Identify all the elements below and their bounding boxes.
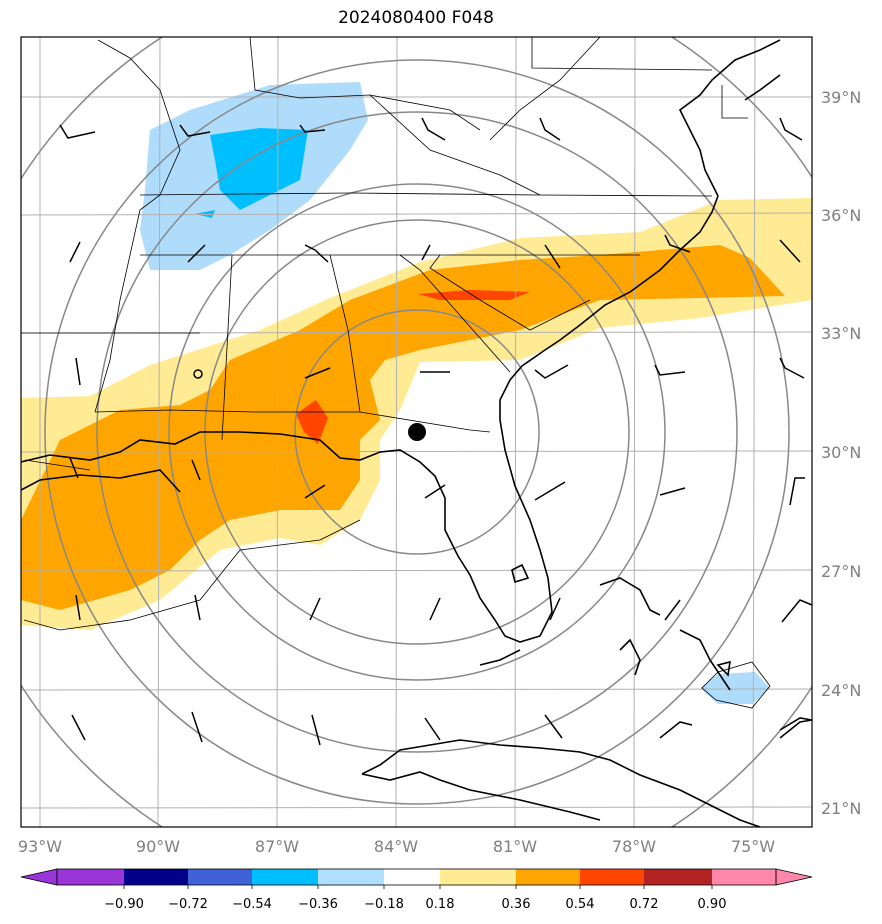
colorbar-segment bbox=[57, 869, 124, 885]
negative-anomaly-strong bbox=[210, 128, 308, 210]
colorbar-segment bbox=[188, 869, 252, 885]
lat-tick: 36°N bbox=[821, 206, 861, 225]
colorbar-label: −0.36 bbox=[298, 897, 338, 912]
lat-tick: 24°N bbox=[821, 681, 861, 700]
center-marker bbox=[408, 423, 426, 441]
colorbar-label: −0.54 bbox=[232, 897, 272, 912]
lon-tick: 90°W bbox=[136, 837, 180, 856]
lon-tick: 78°W bbox=[612, 837, 656, 856]
colorbar-segment bbox=[252, 869, 318, 885]
colorbar-segment bbox=[440, 869, 516, 885]
colorbar-min-extension bbox=[20, 868, 58, 886]
range-rings bbox=[21, 37, 812, 827]
colorbar: −0.90 −0.72 −0.54 −0.36 −0.18 0.18 0.36 … bbox=[20, 868, 813, 912]
state-borders bbox=[21, 37, 771, 709]
colorbar-label: 0.18 bbox=[426, 897, 455, 912]
map-title: 2024080400 F048 bbox=[338, 8, 494, 28]
lat-axis: 39°N 36°N 33°N 30°N 27°N 24°N 21°N bbox=[821, 88, 861, 818]
contour-fills bbox=[21, 82, 812, 704]
lon-tick: 84°W bbox=[374, 837, 418, 856]
colorbar-label: −0.72 bbox=[168, 897, 208, 912]
colorbar-segment bbox=[644, 869, 712, 885]
bahamas-negative-anomaly bbox=[700, 672, 770, 704]
lon-tick: 81°W bbox=[493, 837, 537, 856]
graticule bbox=[21, 37, 812, 827]
lon-axis: 93°W 90°W 87°W 84°W 81°W 78°W 75°W bbox=[18, 837, 775, 856]
positive-anomaly-strong-west bbox=[296, 400, 328, 444]
colorbar-max-extension bbox=[775, 868, 813, 886]
colorbar-label: 0.72 bbox=[630, 897, 659, 912]
colorbar-segment bbox=[318, 869, 384, 885]
lon-tick: 75°W bbox=[731, 837, 775, 856]
lat-tick: 30°N bbox=[821, 443, 861, 462]
colorbar-label: 0.36 bbox=[502, 897, 531, 912]
lat-tick: 39°N bbox=[821, 88, 861, 107]
coastline bbox=[21, 39, 812, 827]
colorbar-segment bbox=[124, 869, 188, 885]
colorbar-label: 0.90 bbox=[698, 897, 727, 912]
colorbar-label: 0.54 bbox=[566, 897, 595, 912]
colorbar-segment bbox=[712, 869, 776, 885]
lat-tick: 27°N bbox=[821, 562, 861, 581]
colorbar-segment bbox=[580, 869, 644, 885]
colorbar-label: −0.18 bbox=[364, 897, 404, 912]
map-frame bbox=[20, 36, 813, 828]
colorbar-segment bbox=[384, 869, 440, 885]
positive-anomaly-medium bbox=[21, 245, 785, 610]
lat-tick: 21°N bbox=[821, 799, 861, 818]
positive-anomaly-strong-east bbox=[418, 290, 530, 300]
wind-barbs bbox=[59, 117, 812, 746]
lon-tick: 93°W bbox=[18, 837, 62, 856]
colorbar-label: −0.90 bbox=[104, 897, 144, 912]
lat-tick: 33°N bbox=[821, 324, 861, 343]
colorbar-segment bbox=[516, 869, 580, 885]
lon-tick: 87°W bbox=[255, 837, 299, 856]
